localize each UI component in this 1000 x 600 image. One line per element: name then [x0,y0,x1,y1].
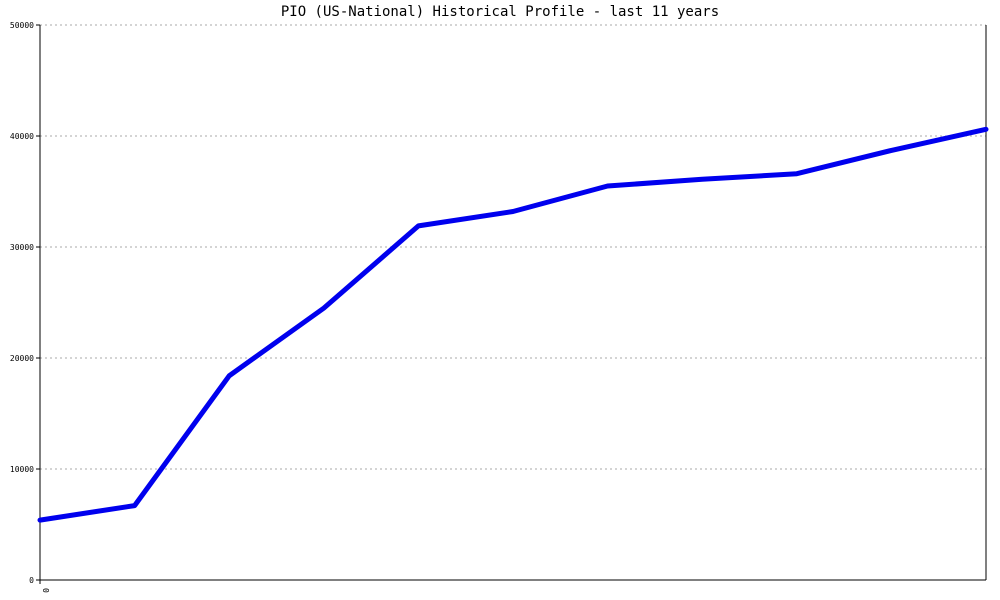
axes [39,25,987,581]
y-tick-label: 40000 [10,132,34,141]
y-tick-label: 30000 [10,243,34,252]
series [37,126,989,523]
gridlines [40,24,986,470]
y-tick-label: 20000 [10,354,34,363]
series-line [37,126,989,523]
chart-title: PIO (US-National) Historical Profile - l… [280,4,720,20]
x-tick-label: 0 [41,588,50,593]
x-ticks: 0 [39,580,50,593]
y-tick-label: 0 [29,576,34,585]
y-tick-label: 10000 [10,465,34,474]
y-ticks: 0 10000 20000 30000 40000 50000 [10,21,40,585]
y-tick-label: 50000 [10,21,34,30]
